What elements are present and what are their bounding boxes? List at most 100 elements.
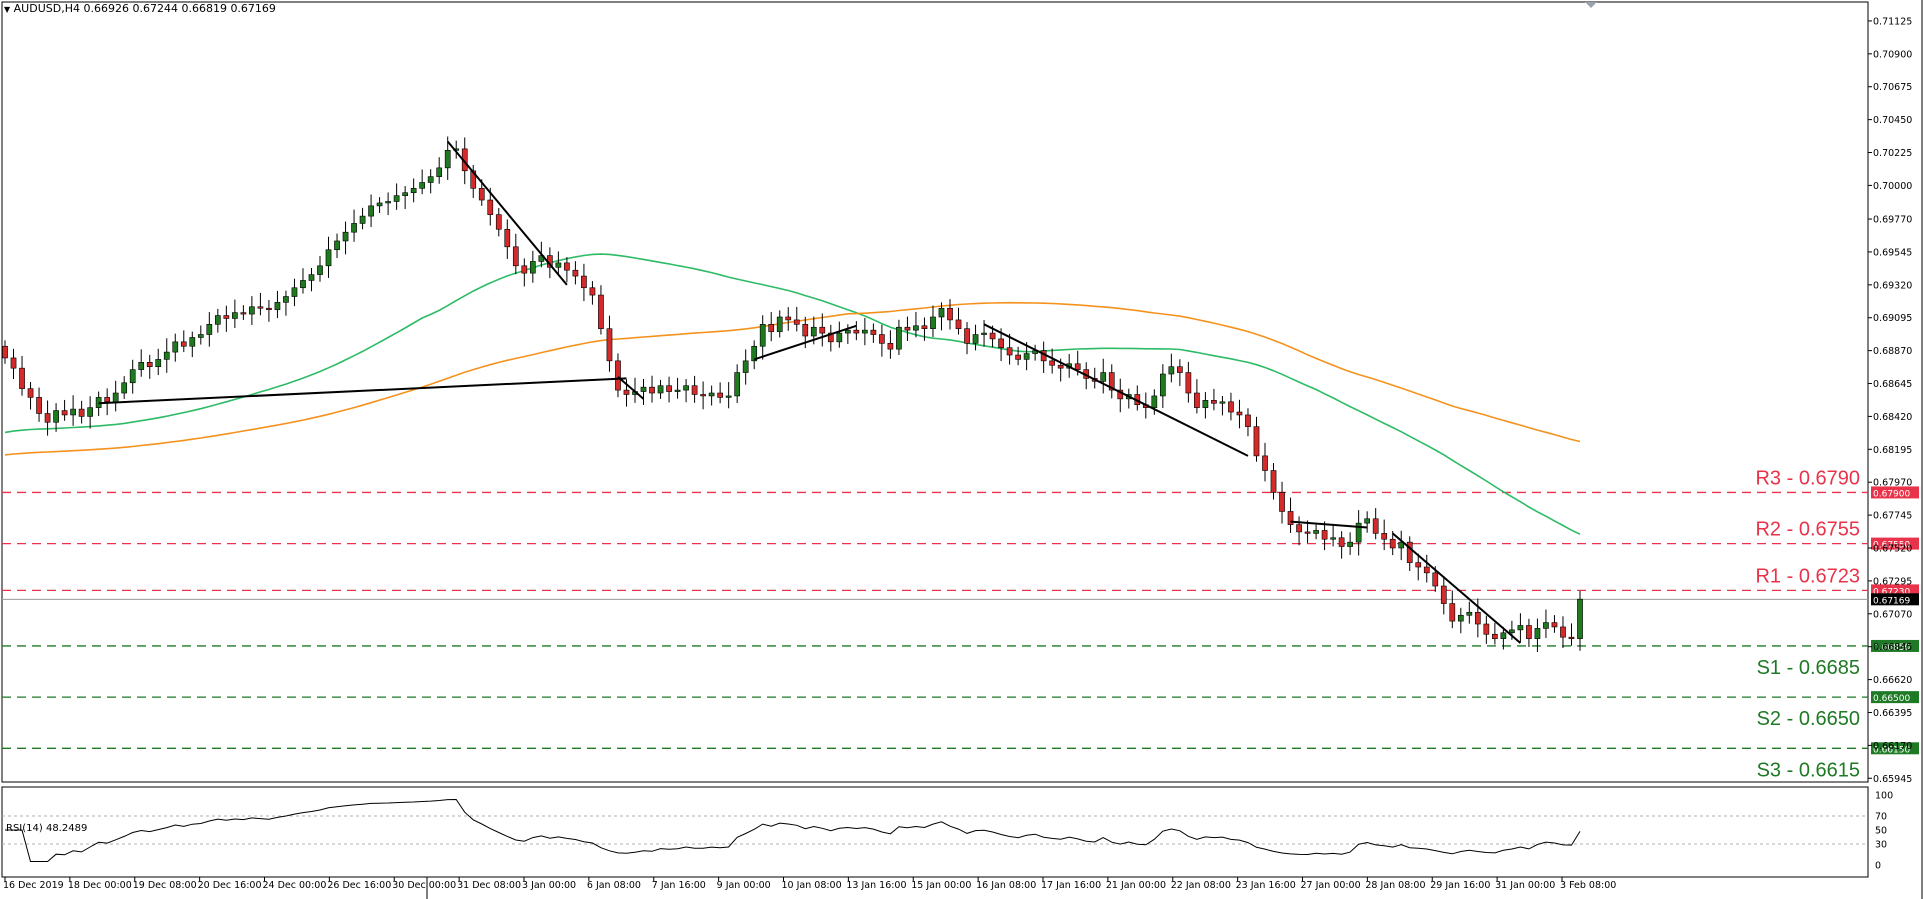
bear-candle[interactable] (1372, 518, 1379, 534)
bull-candle[interactable] (896, 326, 902, 350)
collapse-arrow-icon[interactable]: ▼ (4, 5, 11, 14)
bull-candle[interactable] (163, 351, 170, 360)
bear-candle[interactable] (1245, 414, 1251, 427)
bear-candle[interactable] (2, 345, 8, 359)
bear-candle[interactable] (581, 275, 587, 289)
bear-candle[interactable] (1296, 524, 1302, 533)
bull-candle[interactable] (385, 201, 391, 204)
bear-candle[interactable] (478, 188, 485, 201)
bear-candle[interactable] (700, 394, 706, 397)
bear-candle[interactable] (1228, 401, 1234, 413)
bear-candle[interactable] (717, 392, 723, 398)
bear-candle[interactable] (964, 328, 970, 344)
bear-candle[interactable] (1015, 354, 1021, 360)
bear-candle[interactable] (955, 319, 962, 329)
bull-candle[interactable] (359, 215, 366, 224)
bear-candle[interactable] (1492, 633, 1498, 639)
bull-candle[interactable] (1364, 518, 1371, 524)
bull-candle[interactable] (1457, 614, 1464, 622)
bull-candle[interactable] (70, 408, 76, 416)
bull-candle[interactable] (436, 167, 443, 177)
bear-candle[interactable] (785, 316, 792, 321)
bull-candle[interactable] (742, 360, 749, 373)
bear-candle[interactable] (1389, 538, 1396, 549)
bear-candle[interactable] (1483, 623, 1490, 635)
trend-line[interactable] (446, 140, 568, 286)
bull-candle[interactable] (1543, 622, 1549, 629)
bull-candle[interactable] (913, 325, 919, 331)
bear-candle[interactable] (266, 307, 272, 310)
bear-candle[interactable] (1568, 636, 1575, 639)
bear-candle[interactable] (146, 362, 153, 368)
bull-candle[interactable] (862, 329, 868, 334)
bull-candle[interactable] (1347, 541, 1353, 547)
bear-candle[interactable] (1440, 585, 1447, 604)
bear-candle[interactable] (623, 389, 630, 395)
trend-line[interactable] (617, 376, 645, 400)
bear-candle[interactable] (870, 329, 877, 335)
bear-candle[interactable] (879, 334, 885, 344)
bear-candle[interactable] (947, 307, 953, 321)
trend-line[interactable] (1290, 520, 1368, 529)
bull-candle[interactable] (138, 362, 145, 370)
bear-candle[interactable] (61, 410, 68, 416)
bear-candle[interactable] (1006, 347, 1013, 356)
bull-candle[interactable] (197, 334, 204, 338)
bull-candle[interactable] (1023, 353, 1030, 360)
bear-candle[interactable] (615, 360, 621, 391)
bear-candle[interactable] (1338, 537, 1345, 547)
bull-candle[interactable] (759, 324, 766, 347)
bear-candle[interactable] (606, 328, 613, 362)
bear-candle[interactable] (691, 385, 698, 395)
bear-candle[interactable] (768, 324, 775, 332)
bear-candle[interactable] (10, 357, 17, 369)
bear-candle[interactable] (27, 388, 34, 398)
bull-candle[interactable] (1159, 373, 1166, 397)
bear-candle[interactable] (827, 332, 834, 343)
bear-candle[interactable] (504, 228, 511, 248)
bear-candle[interactable] (1074, 363, 1081, 370)
bear-candle[interactable] (1177, 366, 1183, 373)
bear-candle[interactable] (989, 332, 996, 340)
shift-marker-icon[interactable] (1585, 2, 1597, 8)
bull-candle[interactable] (1313, 530, 1319, 534)
bull-candle[interactable] (1577, 598, 1583, 639)
bull-candle[interactable] (1168, 366, 1175, 375)
bull-candle[interactable] (529, 261, 536, 274)
bear-candle[interactable] (649, 386, 655, 394)
bear-candle[interactable] (819, 326, 826, 334)
bear-candle[interactable] (1049, 360, 1056, 366)
bull-candle[interactable] (317, 265, 323, 275)
bear-candle[interactable] (1560, 626, 1566, 638)
bull-candle[interactable] (674, 389, 681, 392)
trend-line[interactable] (753, 324, 857, 361)
bear-candle[interactable] (1262, 455, 1268, 471)
trend-line[interactable] (98, 377, 627, 405)
bull-candle[interactable] (291, 287, 298, 297)
bull-candle[interactable] (249, 306, 255, 315)
bull-candle[interactable] (121, 382, 128, 394)
bull-candle[interactable] (368, 205, 374, 217)
bull-candle[interactable] (1202, 400, 1209, 408)
bear-candle[interactable] (564, 262, 570, 271)
bull-candle[interactable] (751, 345, 758, 362)
bull-candle[interactable] (555, 262, 562, 268)
bull-candle[interactable] (1219, 401, 1226, 404)
bear-candle[interactable] (1381, 533, 1388, 540)
bull-candle[interactable] (1398, 541, 1405, 549)
bear-candle[interactable] (853, 329, 860, 334)
bull-candle[interactable] (836, 332, 843, 343)
bear-candle[interactable] (921, 325, 928, 329)
bear-candle[interactable] (572, 269, 579, 277)
bear-candle[interactable] (589, 287, 596, 296)
bear-candle[interactable] (1253, 426, 1260, 457)
bear-candle[interactable] (598, 294, 604, 329)
bull-candle[interactable] (1355, 522, 1362, 543)
bull-candle[interactable] (112, 392, 119, 403)
bear-candle[interactable] (1287, 511, 1294, 525)
bear-candle[interactable] (487, 199, 494, 215)
bull-candle[interactable] (402, 192, 408, 196)
bull-candle[interactable] (325, 249, 332, 267)
bull-candle[interactable] (930, 316, 936, 329)
bull-candle[interactable] (1517, 625, 1524, 631)
